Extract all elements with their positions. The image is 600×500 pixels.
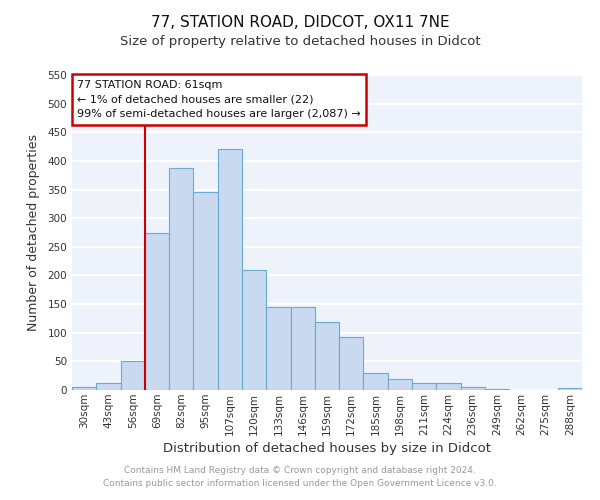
Bar [169, 168, 193, 390]
Bar [461, 387, 485, 390]
Bar [145, 232, 169, 390]
Bar [121, 362, 145, 390]
Bar [388, 378, 412, 390]
Bar [485, 389, 509, 390]
Y-axis label: Number of detached properties: Number of detached properties [28, 134, 40, 331]
Bar [290, 307, 315, 390]
Text: 77, STATION ROAD, DIDCOT, OX11 7NE: 77, STATION ROAD, DIDCOT, OX11 7NE [151, 15, 449, 30]
Bar [436, 383, 461, 390]
Bar [218, 150, 242, 390]
Text: 77 STATION ROAD: 61sqm
← 1% of detached houses are smaller (22)
99% of semi-deta: 77 STATION ROAD: 61sqm ← 1% of detached … [77, 80, 361, 120]
X-axis label: Distribution of detached houses by size in Didcot: Distribution of detached houses by size … [163, 442, 491, 455]
Bar [242, 270, 266, 390]
Text: Contains HM Land Registry data © Crown copyright and database right 2024.
Contai: Contains HM Land Registry data © Crown c… [103, 466, 497, 487]
Bar [96, 383, 121, 390]
Bar [412, 383, 436, 390]
Bar [72, 387, 96, 390]
Text: Size of property relative to detached houses in Didcot: Size of property relative to detached ho… [119, 35, 481, 48]
Bar [364, 373, 388, 390]
Bar [193, 192, 218, 390]
Bar [339, 338, 364, 390]
Bar [266, 307, 290, 390]
Bar [315, 322, 339, 390]
Bar [558, 388, 582, 390]
